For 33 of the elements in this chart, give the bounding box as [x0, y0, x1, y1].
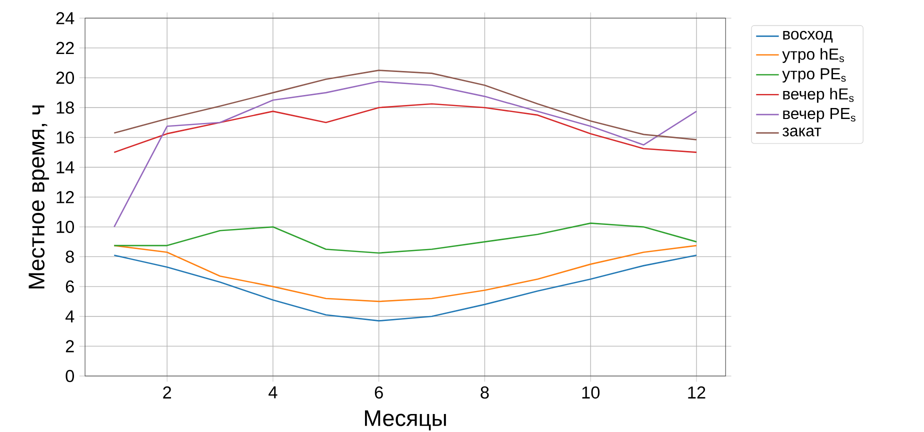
x-tick-label: 6 — [374, 386, 383, 399]
y-tick-label: 22 — [56, 42, 74, 54]
y-tick-label: 2 — [66, 340, 74, 352]
y-tick-label: 14 — [56, 161, 74, 174]
y-tick-label: 4 — [65, 310, 74, 322]
line-series — [113, 254, 698, 322]
x-tick-label: 4 — [268, 386, 278, 398]
y-tick-label: 18 — [56, 102, 74, 114]
legend-label: утро hE$_{s}$ — [782, 48, 844, 63]
legend-label: закат — [782, 128, 822, 136]
line-series — [113, 80, 698, 228]
legend-label: восход — [783, 30, 833, 43]
y-tick-label: 12 — [56, 191, 74, 204]
line-series — [113, 70, 698, 140]
line-series — [113, 244, 698, 302]
y-axis-title: Местное время, ч — [28, 106, 50, 288]
y-tick-label: 8 — [66, 250, 74, 263]
legend-label: вечер PE$_{s}$ — [783, 108, 856, 122]
y-tick-label: 16 — [56, 131, 74, 144]
y-tick-label: 6 — [66, 280, 74, 293]
x-tick-label: 2 — [163, 386, 172, 398]
y-tick-label: 0 — [66, 370, 74, 382]
legend-label: утро PE$_{s}$ — [782, 68, 846, 83]
y-tick-label: 20 — [56, 72, 74, 84]
legend-label: вечер hE$_{s}$ — [783, 88, 854, 103]
line-series — [113, 222, 698, 254]
line-series — [113, 103, 698, 154]
y-tick-label: 24 — [56, 12, 74, 24]
x-tick-label: 10 — [582, 386, 600, 399]
x-axis-title: Месяцы — [365, 410, 446, 430]
x-tick-label: 8 — [480, 386, 489, 399]
y-tick-label: 10 — [56, 220, 74, 234]
x-tick-label: 12 — [688, 386, 706, 398]
